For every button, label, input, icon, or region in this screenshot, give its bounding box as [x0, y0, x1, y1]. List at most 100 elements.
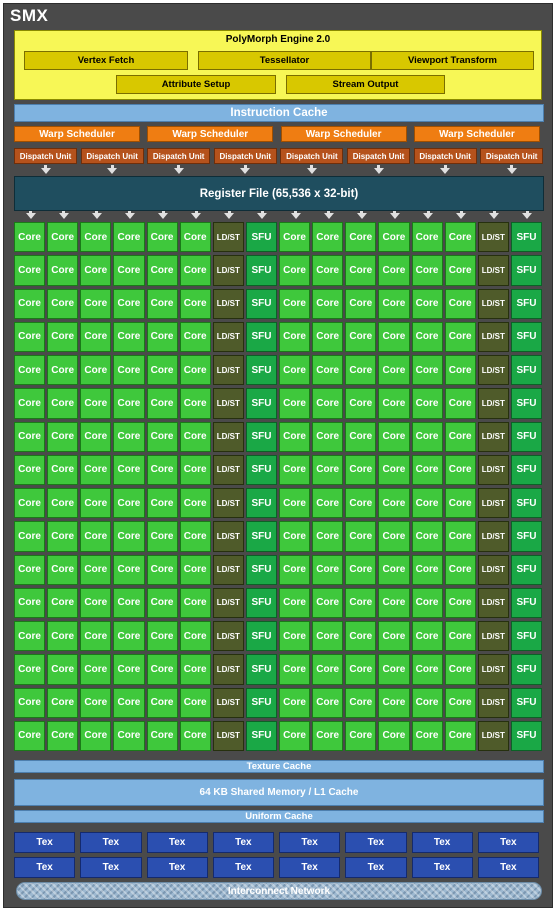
- core-unit: Core: [14, 587, 46, 618]
- ld-st-unit: LD/ST: [477, 554, 509, 585]
- sfu-unit: SFU: [245, 488, 277, 519]
- core-unit: Core: [345, 554, 377, 585]
- core-unit: Core: [113, 687, 145, 718]
- polymorph-engine-title: PolyMorph Engine 2.0: [225, 34, 331, 45]
- uniform-cache: Uniform Cache: [14, 810, 544, 823]
- sfu-unit: SFU: [510, 521, 542, 552]
- core-unit: Core: [113, 621, 145, 652]
- core-unit: Core: [80, 521, 112, 552]
- attribute-setup-unit: Attribute Setup: [116, 75, 276, 94]
- ld-st-unit: LD/ST: [477, 488, 509, 519]
- down-arrow-icon: [191, 213, 202, 219]
- sfu-unit: SFU: [510, 488, 542, 519]
- tex-unit: Tex: [477, 857, 539, 878]
- core-unit: Core: [179, 454, 211, 485]
- core-unit: Core: [411, 222, 443, 253]
- dispatch-unit: Dispatch Unit: [80, 148, 144, 164]
- core-unit: Core: [179, 587, 211, 618]
- ld-st-unit: LD/ST: [212, 654, 244, 685]
- core-unit: Core: [179, 288, 211, 319]
- core-unit: Core: [378, 355, 410, 386]
- tex-unit: Tex: [411, 857, 473, 878]
- core-unit: Core: [411, 288, 443, 319]
- sfu-unit: SFU: [510, 255, 542, 286]
- core-unit: Core: [312, 255, 344, 286]
- core-unit: Core: [345, 687, 377, 718]
- core-unit: Core: [146, 321, 178, 352]
- core-unit: Core: [312, 687, 344, 718]
- core-unit: Core: [312, 321, 344, 352]
- core-unit: Core: [345, 621, 377, 652]
- core-unit: Core: [444, 654, 476, 685]
- arrow-stem: [260, 211, 264, 214]
- arrow-stem: [459, 211, 463, 214]
- core-unit: Core: [80, 421, 112, 452]
- tex-unit: Tex: [14, 857, 76, 878]
- core-unit: Core: [80, 687, 112, 718]
- ld-st-unit: LD/ST: [477, 321, 509, 352]
- dispatch-unit: Dispatch Unit: [347, 148, 410, 164]
- core-unit: Core: [113, 421, 145, 452]
- tex-unit: Tex: [345, 857, 407, 878]
- core-unit: Core: [14, 421, 46, 452]
- tex-unit: Tex: [279, 857, 341, 878]
- core-unit: Core: [312, 654, 344, 685]
- dispatch-unit: Dispatch Unit: [280, 148, 344, 164]
- core-unit: Core: [80, 654, 112, 685]
- core-unit: Core: [312, 521, 344, 552]
- sfu-unit: SFU: [510, 288, 542, 319]
- core-unit: Core: [113, 255, 145, 286]
- core-unit: Core: [80, 621, 112, 652]
- core-unit: Core: [378, 255, 410, 286]
- core-unit: Core: [411, 720, 443, 751]
- ld-st-unit: LD/ST: [477, 587, 509, 618]
- sfu-unit: SFU: [245, 454, 277, 485]
- down-arrow-icon: [423, 213, 434, 219]
- arrow-stem: [327, 211, 331, 214]
- sfu-unit: SFU: [245, 587, 277, 618]
- core-unit: Core: [444, 454, 476, 485]
- core-unit: Core: [179, 321, 211, 352]
- vertex-fetch-unit: Vertex Fetch: [24, 51, 188, 70]
- core-unit: Core: [146, 421, 178, 452]
- core-unit: Core: [411, 321, 443, 352]
- core-unit: Core: [312, 288, 344, 319]
- core-unit: Core: [47, 720, 79, 751]
- core-unit: Core: [279, 288, 311, 319]
- down-arrow-icon: [456, 213, 467, 219]
- shared-memory-l1-cache: 64 KB Shared Memory / L1 Cache: [14, 779, 544, 806]
- core-unit: Core: [47, 222, 79, 253]
- core-unit: Core: [14, 687, 46, 718]
- tex-unit: Tex: [212, 832, 274, 853]
- core-unit: Core: [411, 488, 443, 519]
- instruction-cache: Instruction Cache: [14, 104, 544, 122]
- core-unit: Core: [444, 388, 476, 419]
- core-unit: Core: [279, 654, 311, 685]
- core-unit: Core: [279, 321, 311, 352]
- ld-st-unit: LD/ST: [212, 255, 244, 286]
- sfu-unit: SFU: [245, 621, 277, 652]
- core-unit: Core: [113, 654, 145, 685]
- arrow-stem: [62, 211, 66, 214]
- core-unit: Core: [411, 454, 443, 485]
- arrow-stem: [177, 165, 181, 169]
- core-unit: Core: [113, 388, 145, 419]
- interconnect-network: Interconnect Network: [16, 882, 542, 900]
- down-arrow-icon: [107, 168, 118, 174]
- sfu-unit: SFU: [245, 521, 277, 552]
- core-unit: Core: [411, 521, 443, 552]
- core-unit: Core: [179, 554, 211, 585]
- sfu-unit: SFU: [510, 720, 542, 751]
- core-unit: Core: [179, 521, 211, 552]
- core-unit: Core: [312, 421, 344, 452]
- ld-st-unit: LD/ST: [212, 388, 244, 419]
- down-arrow-icon: [389, 213, 400, 219]
- warp-scheduler: Warp Scheduler: [14, 126, 140, 142]
- down-arrow-icon: [25, 213, 36, 219]
- core-unit: Core: [14, 621, 46, 652]
- core-unit: Core: [14, 388, 46, 419]
- ld-st-unit: LD/ST: [477, 288, 509, 319]
- texture-cache: Texture Cache: [14, 760, 544, 773]
- dispatch-unit: Dispatch Unit: [480, 148, 544, 164]
- ld-st-unit: LD/ST: [212, 288, 244, 319]
